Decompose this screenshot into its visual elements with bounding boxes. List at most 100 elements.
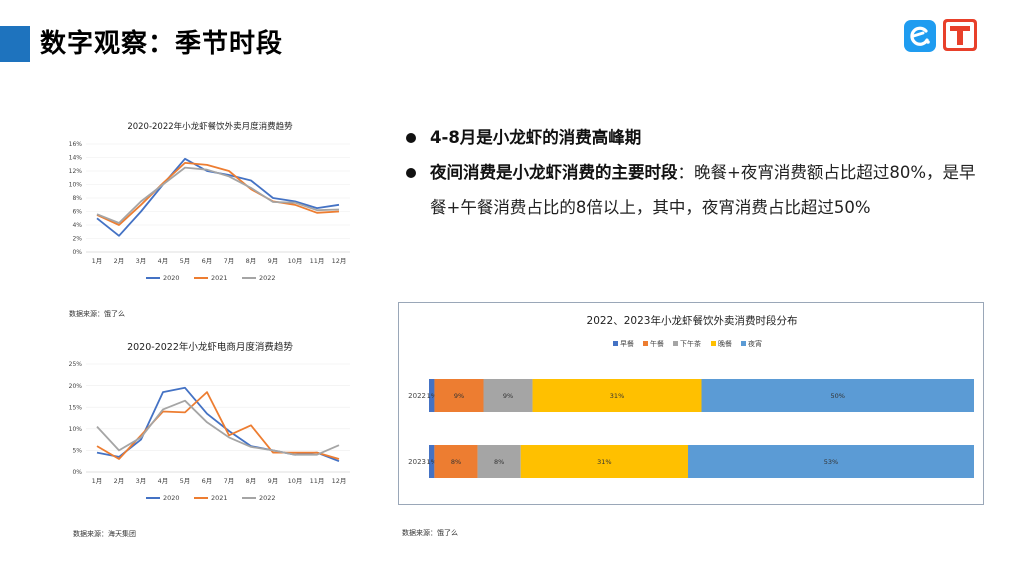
- legend-label: 2022: [259, 274, 276, 282]
- bar-segment: [434, 379, 484, 412]
- bar-data-label: 1%: [427, 392, 437, 400]
- y-tick-label: 2%: [72, 236, 82, 243]
- bar-data-label: 8%: [451, 458, 461, 466]
- legend-label: 2021: [211, 494, 228, 502]
- category-label: 2022: [408, 392, 426, 400]
- y-tick-label: 10%: [69, 182, 83, 189]
- x-tick-label: 12月: [332, 257, 347, 265]
- y-tick-label: 6%: [72, 209, 82, 216]
- chart-ecommerce-monthly: 2020-2022年小龙虾电商月度消费趋势 0% 5% 10% 15% 20% 25% 1…: [69, 341, 350, 502]
- bar-segment: [483, 379, 533, 412]
- x-tick-label: 7月: [224, 257, 235, 265]
- legend-label: 2020: [163, 274, 180, 282]
- bar-data-label: 1%: [427, 458, 437, 466]
- bar-data-label: 9%: [503, 392, 513, 400]
- x-tick-label: 5月: [180, 477, 191, 485]
- chart-food-delivery-monthly: 2020-2022年小龙虾餐饮外卖月度消费趋势 0% 2% 4% 6% 8% 10% 12%…: [69, 121, 350, 282]
- bullet-item: 4-8月是小龙虾的消费高峰期: [404, 120, 984, 155]
- x-tick-label: 9月: [268, 477, 279, 485]
- bar-data-label: 9%: [454, 392, 464, 400]
- x-tick-label: 5月: [180, 257, 191, 265]
- bar-segment: [429, 445, 435, 478]
- legend-label: 2021: [211, 274, 228, 282]
- x-tick-label: 8月: [246, 257, 257, 265]
- legend-label: 2020: [163, 494, 180, 502]
- bullet-item: 夜间消费是小龙虾消费的主要时段：晚餐+夜宵消费额占比超过80%，是早餐+午餐消费…: [404, 155, 984, 225]
- bar-data-label: 8%: [494, 458, 504, 466]
- chart2-title: 2020-2022年小龙虾电商月度消费趋势: [127, 341, 293, 353]
- y-tick-label: 12%: [69, 168, 83, 175]
- x-tick-label: 8月: [246, 477, 257, 485]
- bullet-bold: 夜间消费是小龙虾消费的主要时段: [430, 163, 678, 182]
- y-tick-label: 20%: [69, 383, 83, 390]
- chart-time-distribution: 2022、2023年小龙虾餐饮外卖消费时段分布 早餐 午餐 下午茶 晚餐 夜宵 2022…: [408, 314, 974, 478]
- legend-label: 午餐: [650, 339, 664, 348]
- x-tick-label: 4月: [158, 257, 169, 265]
- legend-swatch: [711, 341, 716, 346]
- bullet-dot-icon: [406, 133, 416, 143]
- legend-label: 晚餐: [718, 339, 732, 348]
- legend-label: 2022: [259, 494, 276, 502]
- page-title: 数字观察：季节时段: [40, 29, 284, 59]
- brand-t-logo: [942, 18, 980, 54]
- legend-swatch: [613, 341, 618, 346]
- x-tick-label: 7月: [224, 477, 235, 485]
- key-findings: 4-8月是小龙虾的消费高峰期 夜间消费是小龙虾消费的主要时段：晚餐+夜宵消费额占…: [404, 120, 984, 225]
- x-tick-label: 6月: [202, 257, 213, 265]
- y-tick-label: 0%: [72, 249, 82, 256]
- bar-data-label: 31%: [597, 458, 611, 466]
- x-tick-label: 11月: [310, 257, 325, 265]
- bar-segment: [532, 379, 702, 412]
- bar-segment: [434, 445, 478, 478]
- x-tick-label: 12月: [332, 477, 347, 485]
- x-tick-label: 2月: [114, 477, 125, 485]
- x-tick-label: 6月: [202, 477, 213, 485]
- chart2-source: 数据来源：海天集团: [73, 530, 136, 538]
- y-tick-label: 25%: [69, 361, 83, 368]
- bar-segment: [429, 379, 435, 412]
- legend-label: 早餐: [620, 339, 634, 348]
- y-tick-label: 8%: [72, 195, 82, 202]
- x-tick-label: 9月: [268, 257, 279, 265]
- chart3-source: 数据来源：饿了么: [402, 529, 458, 537]
- series-line-2022: [96, 166, 340, 224]
- title-accent-bar: [0, 26, 30, 62]
- x-tick-label: 3月: [136, 257, 147, 265]
- bar-segment: [520, 445, 689, 478]
- bar-data-label: 50%: [831, 392, 845, 400]
- x-tick-label: 10月: [288, 477, 303, 485]
- series-line-2020: [96, 157, 340, 237]
- y-tick-label: 10%: [69, 426, 83, 433]
- y-tick-label: 5%: [72, 448, 82, 455]
- x-tick-label: 3月: [136, 477, 147, 485]
- y-tick-label: 15%: [69, 404, 83, 411]
- y-tick-label: 16%: [69, 141, 83, 148]
- chart1-source: 数据来源：饿了么: [69, 310, 125, 318]
- y-tick-label: 4%: [72, 222, 82, 229]
- y-tick-label: 0%: [72, 469, 82, 476]
- series-line-2021: [96, 391, 340, 460]
- legend-label: 夜宵: [748, 339, 762, 348]
- bar-segment: [688, 445, 974, 478]
- x-tick-label: 1月: [92, 257, 103, 265]
- legend-swatch: [673, 341, 678, 346]
- x-tick-label: 4月: [158, 477, 169, 485]
- y-tick-label: 14%: [69, 155, 83, 162]
- bullet-text: ：晚餐+夜宵消费额占比超过80%，是早餐+午餐消费占比的8倍以上，其中，夜宵消费…: [430, 163, 976, 217]
- legend-swatch: [741, 341, 746, 346]
- chart1-title: 2020-2022年小龙虾餐饮外卖月度消费趋势: [127, 121, 293, 132]
- bar-data-label: 31%: [610, 392, 624, 400]
- bullet-dot-icon: [406, 168, 416, 178]
- x-tick-label: 2月: [114, 257, 125, 265]
- x-tick-label: 10月: [288, 257, 303, 265]
- chart3-title: 2022、2023年小龙虾餐饮外卖消费时段分布: [587, 314, 798, 327]
- series-line-2022: [96, 399, 340, 456]
- legend-swatch: [643, 341, 648, 346]
- x-tick-label: 11月: [310, 477, 325, 485]
- bar-segment: [477, 445, 521, 478]
- series-line-2021: [96, 162, 340, 226]
- bullet-bold: 4-8月是小龙虾的消费高峰期: [430, 128, 642, 147]
- chart-time-distribution-frame: 2022、2023年小龙虾餐饮外卖消费时段分布 早餐 午餐 下午茶 晚餐 夜宵 2022…: [398, 302, 984, 505]
- category-label: 2023: [408, 458, 426, 466]
- bar-data-label: 53%: [824, 458, 838, 466]
